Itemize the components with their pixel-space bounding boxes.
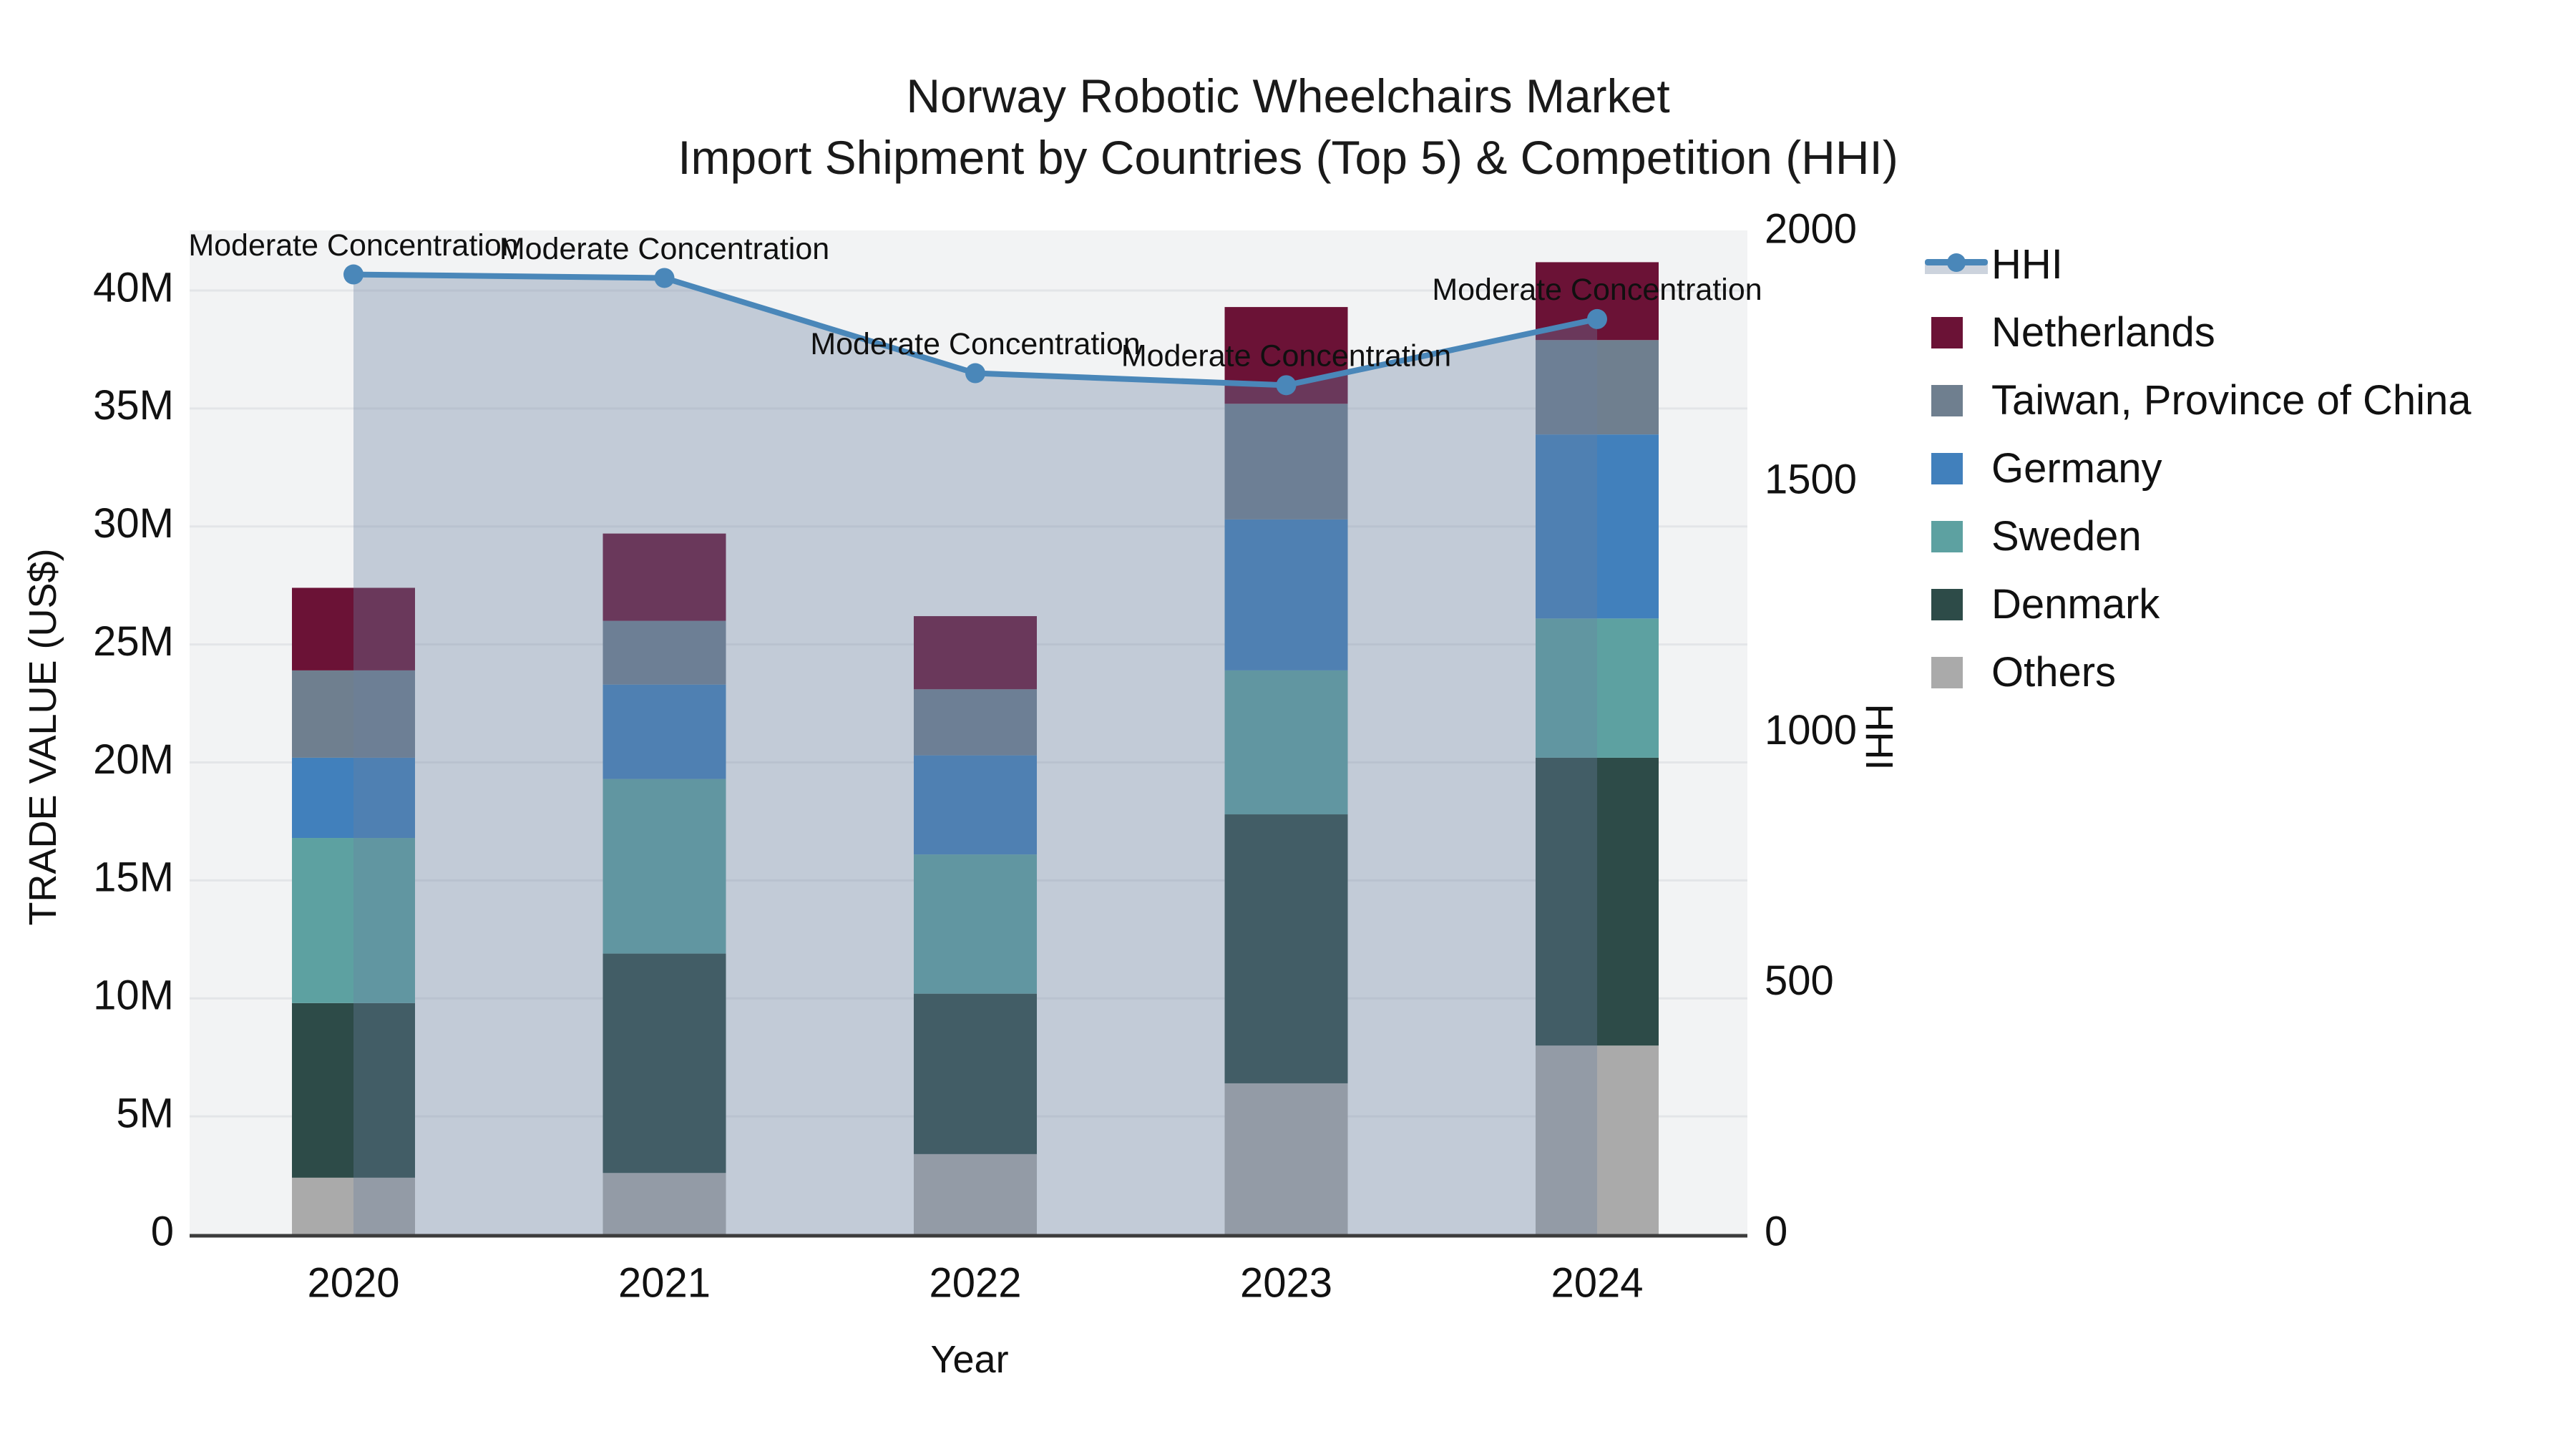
y-right-tick-500: 500 (1765, 957, 1834, 1004)
bar-segment-sweden-2021 (602, 779, 726, 954)
legend-item-hhi[interactable]: HHI (1925, 230, 2472, 298)
y-left-tick-20M: 20M (93, 736, 174, 783)
legend-label: Taiwan, Province of China (1991, 377, 2472, 424)
y-left-tick-35M: 35M (93, 382, 174, 429)
x-tick-2024: 2024 (1551, 1259, 1643, 1306)
hhi-point-2020 (343, 264, 364, 285)
hhi-point-2022 (965, 363, 985, 384)
color-swatch-icon (1925, 452, 1991, 484)
bar-segment-taiwan-province-of-china-2021 (602, 620, 726, 685)
bar-segment-sweden-2023 (1224, 670, 1348, 815)
annotation-2024: Moderate Concentration (1432, 273, 1762, 307)
color-swatch-icon (1925, 384, 1991, 416)
bar-segment-others-2022 (914, 1153, 1037, 1234)
bar-segment-sweden-2024 (1536, 618, 1659, 758)
color-swatch-icon (1925, 520, 1991, 552)
legend-item-denmark[interactable]: Denmark (1925, 570, 2472, 638)
bar-segment-denmark-2020 (292, 1002, 415, 1178)
annotation-2021: Moderate Concentration (499, 232, 829, 266)
legend-item-germany[interactable]: Germany (1925, 434, 2472, 502)
legend-label: Netherlands (1991, 309, 2215, 356)
bar-segment-denmark-2022 (914, 993, 1037, 1154)
bar-segment-netherlands-2020 (292, 587, 415, 670)
hhi-point-2023 (1276, 375, 1297, 396)
bar-segment-netherlands-2021 (602, 533, 726, 621)
bar-segment-sweden-2020 (292, 838, 415, 1003)
bar-segment-denmark-2024 (1536, 757, 1659, 1046)
y-left-tick-30M: 30M (93, 500, 174, 547)
bar-segment-germany-2023 (1224, 519, 1348, 670)
bar-segment-denmark-2021 (602, 953, 726, 1174)
bar-segment-netherlands-2022 (914, 616, 1037, 690)
x-axis-title: Year (930, 1338, 1009, 1381)
x-tick-2022: 2022 (929, 1259, 1021, 1306)
y-axis-title-left: TRADE VALUE (US$) (21, 548, 64, 926)
annotation-2020: Moderate Concentration (188, 228, 518, 263)
x-tick-2023: 2023 (1240, 1259, 1332, 1306)
hhi-point-2021 (654, 268, 675, 288)
y-right-tick-0: 0 (1765, 1208, 1787, 1254)
bar-segment-others-2024 (1536, 1045, 1659, 1234)
annotation-2023: Moderate Concentration (1121, 339, 1451, 374)
bar-segment-denmark-2023 (1224, 814, 1348, 1083)
chart-subtitle: Import Shipment by Countries (Top 5) & C… (678, 131, 1898, 184)
hhi-point-2024 (1587, 308, 1607, 329)
legend-label: Sweden (1991, 513, 2142, 560)
legend-label: Others (1991, 649, 2117, 696)
y-left-tick-40M: 40M (93, 264, 174, 311)
legend-label: Denmark (1991, 581, 2160, 628)
legend-item-sweden[interactable]: Sweden (1925, 502, 2472, 570)
bar-segment-germany-2022 (914, 755, 1037, 855)
legend: HHI Netherlands Taiwan, Province of China G… (1925, 230, 2472, 706)
y-axis-title-right: HHI (1858, 703, 1901, 771)
y-left-tick-0: 0 (151, 1208, 174, 1254)
bar-segment-others-2020 (292, 1177, 415, 1234)
color-swatch-icon (1925, 316, 1991, 348)
legend-item-taiwan-province-of-china[interactable]: Taiwan, Province of China (1925, 366, 2472, 434)
y-left-tick-5M: 5M (116, 1090, 174, 1136)
y-right-tick-1000: 1000 (1765, 707, 1857, 753)
bar-segment-taiwan-province-of-china-2020 (292, 670, 415, 758)
chart-title: Norway Robotic Wheelchairs Market (906, 69, 1670, 122)
bar-segment-germany-2021 (602, 684, 726, 779)
color-swatch-icon (1925, 588, 1991, 620)
hhi-area-fill (353, 274, 1597, 1235)
y-left-tick-15M: 15M (93, 854, 174, 901)
legend-label: Germany (1991, 445, 2162, 492)
bar-segment-taiwan-province-of-china-2024 (1536, 340, 1659, 435)
hhi-line-swatch-icon (1925, 253, 1991, 274)
bar-segment-germany-2024 (1536, 434, 1659, 619)
y-right-tick-1500: 1500 (1765, 457, 1857, 503)
bar-segment-others-2021 (602, 1173, 726, 1234)
color-swatch-icon (1925, 656, 1991, 688)
y-left-tick-25M: 25M (93, 618, 174, 665)
bar-segment-others-2023 (1224, 1083, 1348, 1234)
annotation-2022: Moderate Concentration (810, 327, 1140, 361)
y-left-tick-10M: 10M (93, 972, 174, 1019)
x-tick-2021: 2021 (618, 1259, 711, 1306)
legend-item-others[interactable]: Others (1925, 638, 2472, 706)
x-tick-2020: 2020 (307, 1259, 399, 1306)
legend-label: HHI (1991, 241, 2063, 288)
bar-segment-germany-2020 (292, 757, 415, 839)
bar-segment-taiwan-province-of-china-2022 (914, 689, 1037, 756)
y-right-tick-2000: 2000 (1765, 205, 1857, 252)
bar-segment-taiwan-province-of-china-2023 (1224, 404, 1348, 519)
bar-segment-sweden-2022 (914, 854, 1037, 994)
legend-item-netherlands[interactable]: Netherlands (1925, 298, 2472, 366)
